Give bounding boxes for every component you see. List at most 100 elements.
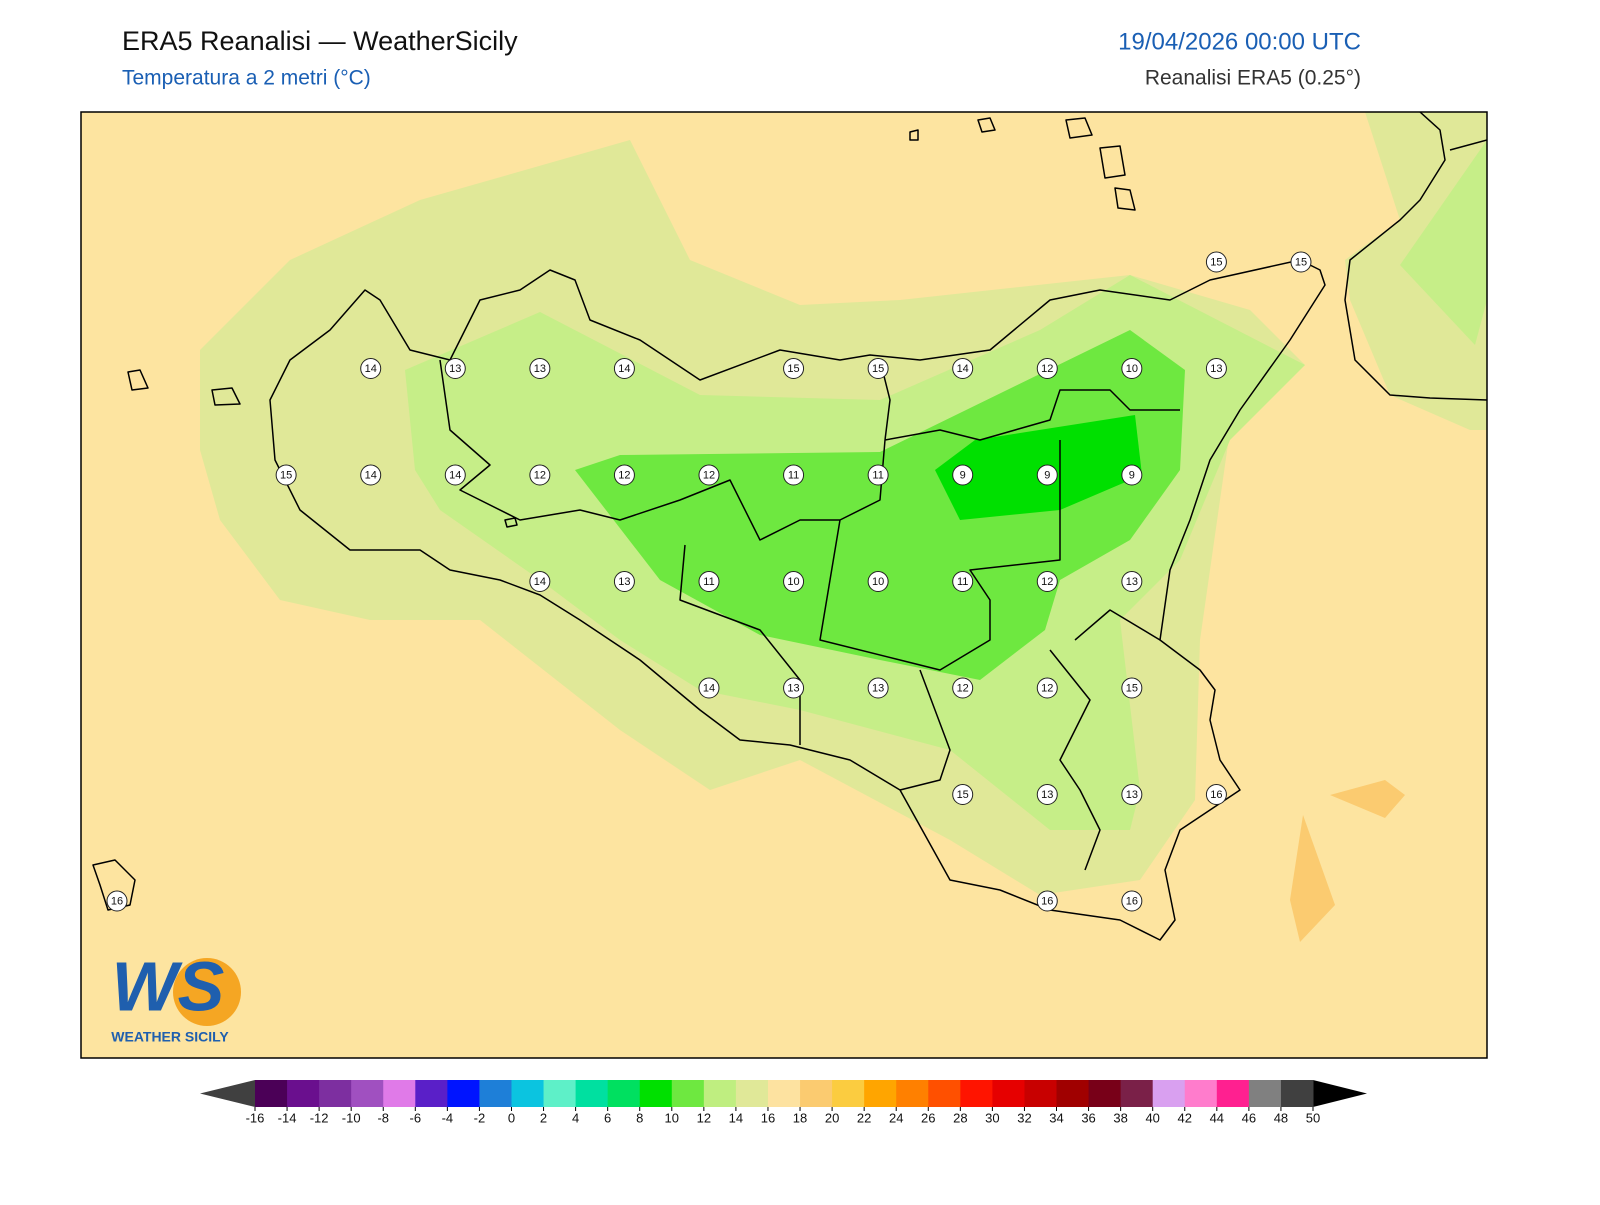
colorbar-label: 46: [1242, 1110, 1256, 1125]
colorbar: -16 -14 -12 -10 -8 -6 -4 -2 0 2 4 6 8 10 12 14 16 18 20 22 2…: [200, 1080, 1367, 1125]
colorbar-label: 24: [889, 1110, 903, 1125]
grid-value: 16: [1210, 789, 1222, 801]
grid-value: 15: [957, 789, 969, 801]
band-10-12: [575, 330, 1185, 680]
grid-marker: [1036, 890, 1058, 912]
grid-marker: [698, 464, 720, 486]
colorbar-label: 30: [985, 1110, 999, 1125]
colorbar-segment: [1280, 1080, 1314, 1107]
grid-value: 15: [1210, 256, 1222, 268]
grid-marker: [1121, 358, 1143, 379]
grid-marker: [1036, 784, 1058, 805]
grid-value: 9: [1044, 469, 1050, 481]
title: ERA5 Reanalisi — WeatherSicily: [122, 26, 518, 56]
grid-value: 11: [788, 469, 799, 481]
colorbar-label: 4: [572, 1110, 579, 1125]
provincial-borders: [439, 359, 1180, 871]
logo-name: WEATHER SICILY: [111, 1029, 229, 1045]
colorbar-segment: [1184, 1080, 1218, 1107]
grid-marker: [952, 784, 974, 805]
colorbar-segment: [864, 1080, 897, 1107]
grid-marker: [1121, 677, 1143, 699]
grid-value: 15: [872, 363, 884, 375]
grid-value: 11: [957, 576, 968, 588]
colorbar-segment: [960, 1080, 993, 1107]
date: 19/04/2026 00:00 UTC: [1118, 28, 1361, 55]
grid-marker: [867, 571, 889, 592]
colorbar-label: 28: [953, 1110, 967, 1125]
grid-value: 14: [534, 576, 546, 588]
colorbar-segment: [703, 1080, 737, 1107]
colorbar-label: 18: [793, 1110, 807, 1125]
grid-marker: [613, 464, 635, 486]
colorbar-segment: [992, 1080, 1025, 1107]
grid-marker: [1205, 251, 1227, 273]
grid-marker: [613, 358, 635, 379]
grid-value: 13: [1126, 576, 1138, 588]
grid-marker: [1121, 464, 1143, 486]
band-8-10: [935, 415, 1142, 520]
colorbar-segment: [607, 1080, 641, 1107]
islands: [92, 117, 1136, 911]
grid-value: 13: [872, 682, 884, 694]
grid-value: 9: [960, 469, 966, 481]
grid-marker: [613, 571, 635, 592]
colorbar-label: 0: [508, 1110, 515, 1125]
band-18-20: [1330, 780, 1405, 818]
colorbar-label: 38: [1113, 1110, 1127, 1125]
colorbar-label: 32: [1017, 1110, 1031, 1125]
colorbar-segment: [575, 1080, 609, 1107]
grid-marker: [952, 677, 974, 699]
grid-value: 11: [703, 576, 714, 588]
grid-value: 14: [618, 363, 630, 375]
grid-value: 10: [787, 576, 799, 588]
grid-value: 13: [449, 363, 461, 375]
grid-value: 14: [957, 363, 969, 375]
map-frame: [80, 111, 1488, 1059]
grid-value: 12: [957, 682, 969, 694]
colorbar-label: 36: [1081, 1110, 1095, 1125]
grid-value: 16: [1041, 895, 1053, 907]
colorbar-label: 34: [1049, 1110, 1063, 1125]
colorbar-over: [1313, 1080, 1367, 1107]
grid-value: 14: [449, 469, 461, 481]
colorbar-segment: [1152, 1080, 1186, 1107]
grid-marker: [1121, 571, 1143, 592]
grid-marker: [106, 890, 128, 912]
grid-marker: [444, 358, 466, 379]
colorbar-segment: [928, 1080, 961, 1107]
grid-value: 15: [1295, 256, 1307, 268]
grid-value: 15: [1126, 682, 1138, 694]
logo: WS WEATHER SICILY: [111, 947, 241, 1045]
colorbar-label: -14: [278, 1110, 297, 1125]
colorbar-label: 14: [729, 1110, 743, 1125]
colorbar-label: 2: [540, 1110, 547, 1125]
colorbar-label: 48: [1274, 1110, 1288, 1125]
colorbar-label: 6: [604, 1110, 611, 1125]
grid-value: 10: [872, 576, 884, 588]
source: Reanalisi ERA5 (0.25°): [1145, 67, 1361, 90]
grid-marker: [1036, 677, 1058, 699]
grid-marker: [783, 358, 805, 379]
colorbar-label: -8: [377, 1110, 389, 1125]
grid-marker: [783, 677, 805, 699]
colorbar-label: 22: [857, 1110, 871, 1125]
grid-marker: [1036, 358, 1058, 379]
map-area: 15 15 14 13 13 14 15 15 14 12 10 13 15 14 14 12 12 12 11 11…: [80, 111, 1488, 1059]
colorbar-segment: [447, 1080, 480, 1107]
grid-marker: [529, 464, 551, 486]
colorbar-label: 40: [1145, 1110, 1159, 1125]
grid-labels: 15 15 14 13 13 14 15 15 14 12 10 13 15 14 14 12 12 12 11 11…: [106, 251, 1312, 912]
grid-marker: [952, 571, 974, 592]
grid-value: 13: [1126, 789, 1138, 801]
grid-value: 13: [1041, 789, 1053, 801]
colorbar-segment: [639, 1080, 673, 1107]
grid-value: 12: [703, 469, 715, 481]
grid-marker: [1290, 251, 1312, 273]
colorbar-label: 16: [761, 1110, 775, 1125]
colorbar-segment: [800, 1080, 833, 1107]
grid-marker: [698, 571, 720, 592]
grid-value: 12: [618, 469, 630, 481]
colorbar-segment: [287, 1080, 320, 1107]
